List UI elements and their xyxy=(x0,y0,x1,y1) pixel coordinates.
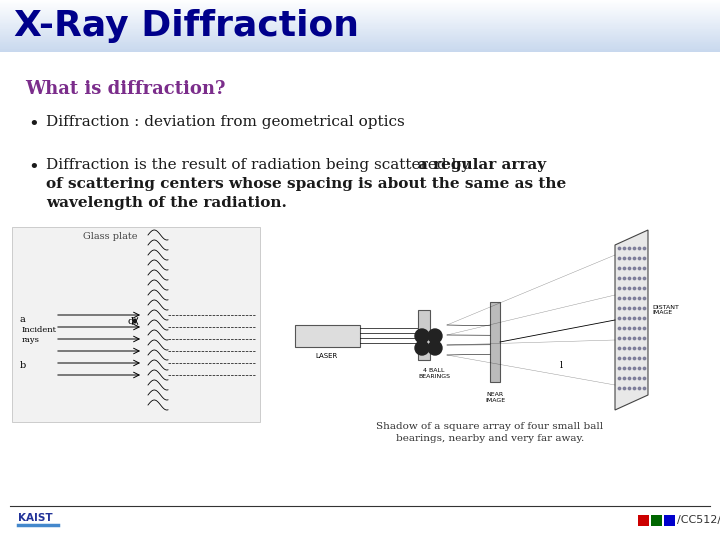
Bar xyxy=(0,31,720,33)
Bar xyxy=(0,32,720,34)
Bar xyxy=(0,5,720,7)
Bar xyxy=(0,19,720,21)
Bar xyxy=(0,6,720,8)
Bar xyxy=(0,46,720,48)
Text: X-Ray Diffraction: X-Ray Diffraction xyxy=(14,9,359,43)
Bar xyxy=(0,38,720,40)
Bar xyxy=(0,14,720,15)
Bar xyxy=(0,47,720,49)
Bar xyxy=(0,4,720,5)
Bar xyxy=(0,42,720,43)
Circle shape xyxy=(415,329,429,343)
Bar xyxy=(0,23,720,24)
Bar xyxy=(0,15,720,16)
Text: a: a xyxy=(20,315,26,325)
Text: bearings, nearby and very far away.: bearings, nearby and very far away. xyxy=(396,434,584,443)
Bar xyxy=(0,8,720,9)
Text: b: b xyxy=(20,361,26,369)
Bar xyxy=(0,24,720,25)
Bar xyxy=(0,37,720,38)
Text: LASER: LASER xyxy=(316,353,338,359)
Bar xyxy=(0,31,720,32)
Bar xyxy=(0,10,720,11)
Bar xyxy=(0,43,720,44)
Circle shape xyxy=(415,341,429,355)
Bar xyxy=(0,44,720,45)
Bar xyxy=(0,1,720,2)
Text: •: • xyxy=(28,158,39,176)
Bar xyxy=(295,325,360,347)
Bar xyxy=(0,1,720,3)
Bar xyxy=(0,12,720,13)
Text: a regular array: a regular array xyxy=(418,158,546,172)
Bar xyxy=(0,28,720,30)
Text: KAIST: KAIST xyxy=(18,513,53,523)
Text: l: l xyxy=(560,361,563,369)
Text: Diffraction : deviation from geometrical optics: Diffraction : deviation from geometrical… xyxy=(46,115,405,129)
Text: wavelength of the radiation.: wavelength of the radiation. xyxy=(46,196,287,210)
Text: d: d xyxy=(127,316,133,326)
Bar xyxy=(0,33,720,35)
Bar xyxy=(0,34,720,36)
Bar xyxy=(0,3,720,4)
Bar xyxy=(0,41,720,43)
Bar xyxy=(0,11,720,12)
Bar xyxy=(418,310,430,360)
Bar xyxy=(0,18,720,19)
Text: of scattering centers whose spacing is about the same as the: of scattering centers whose spacing is a… xyxy=(46,177,566,191)
Bar xyxy=(0,9,720,10)
Bar xyxy=(0,12,720,14)
Bar xyxy=(0,51,720,52)
Bar xyxy=(0,5,720,6)
Bar xyxy=(0,29,720,30)
Bar xyxy=(0,35,720,36)
Bar xyxy=(490,302,500,382)
Bar xyxy=(0,49,720,50)
Bar xyxy=(0,18,720,20)
Text: What is diffraction?: What is diffraction? xyxy=(25,80,225,98)
Bar xyxy=(12,227,260,422)
Text: Shadow of a square array of four small ball: Shadow of a square array of four small b… xyxy=(377,422,603,431)
Bar xyxy=(0,40,720,42)
Text: 4 BALL
BEARINGS: 4 BALL BEARINGS xyxy=(418,368,450,379)
Bar xyxy=(0,21,720,23)
Bar xyxy=(0,14,720,16)
Text: NEAR
IMAGE: NEAR IMAGE xyxy=(485,392,505,403)
Bar xyxy=(0,17,720,18)
Text: •: • xyxy=(28,115,39,133)
Bar xyxy=(0,45,720,47)
Bar xyxy=(638,515,649,525)
Circle shape xyxy=(428,341,442,355)
Bar xyxy=(0,50,720,51)
Bar xyxy=(0,26,720,28)
Bar xyxy=(0,0,720,1)
Bar xyxy=(0,48,720,49)
Bar xyxy=(0,25,720,26)
Circle shape xyxy=(428,329,442,343)
Text: Diffraction is the result of radiation being scattered by: Diffraction is the result of radiation b… xyxy=(46,158,474,172)
Bar xyxy=(0,30,720,31)
Bar xyxy=(0,22,720,23)
Bar xyxy=(0,38,720,39)
Bar xyxy=(0,45,720,46)
Bar xyxy=(0,27,720,29)
Text: /CC512/: /CC512/ xyxy=(677,515,720,525)
Bar xyxy=(0,2,720,3)
Bar xyxy=(0,8,720,10)
Text: rays: rays xyxy=(22,336,40,344)
Bar xyxy=(651,515,662,525)
Polygon shape xyxy=(615,230,648,410)
Text: Incident: Incident xyxy=(22,326,57,334)
Bar xyxy=(0,36,720,37)
Bar xyxy=(0,21,720,22)
Text: DISTANT
IMAGE: DISTANT IMAGE xyxy=(652,305,679,315)
Bar xyxy=(0,25,720,27)
Bar xyxy=(0,16,720,17)
Bar xyxy=(0,39,720,40)
Text: Glass plate: Glass plate xyxy=(83,232,138,241)
Bar xyxy=(664,515,675,525)
